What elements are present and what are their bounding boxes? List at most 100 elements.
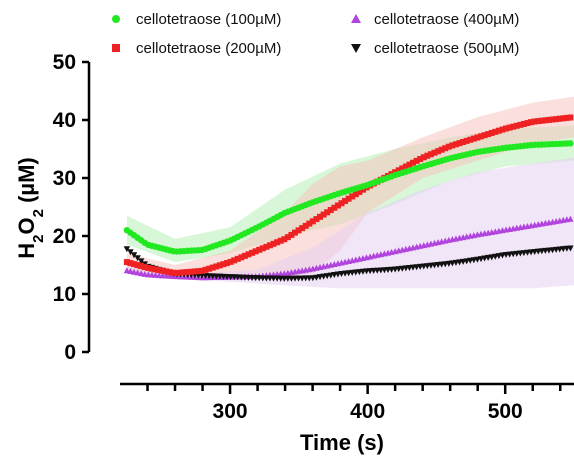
data-point [184,269,191,276]
data-point [234,255,241,262]
data-point [345,195,352,202]
data-point [417,156,424,163]
y-tick-label: 40 [53,109,76,132]
data-point [173,269,180,276]
data-point [542,117,549,124]
data-point [452,141,459,148]
data-point [195,268,202,275]
data-point [134,262,141,269]
y-tick-label: 30 [53,167,76,190]
data-point [531,118,538,125]
data-point [359,186,366,193]
data-point [288,231,295,238]
data-point [159,267,166,274]
data-point [331,204,338,211]
data-point [148,265,155,272]
data-point [309,218,316,225]
data-point [545,116,552,123]
legend: cellotetraose (100µM) cellotetraose (200… [112,11,519,57]
data-point [241,252,248,259]
data-point [198,267,205,274]
data-point [535,118,542,125]
data-point [342,197,349,204]
data-point [553,116,560,123]
data-point [524,120,531,127]
data-point [131,261,138,268]
data-point [349,193,356,200]
data-point [245,251,252,258]
data-point [474,134,481,141]
data-point [284,234,291,241]
data-point [291,229,298,236]
data-point [399,165,406,172]
data-point [306,220,313,227]
data-point [313,216,320,223]
data-point [506,124,513,131]
data-point [163,268,170,275]
legend-label-400: cellotetraose (400µM) [374,11,519,28]
data-point [560,115,567,122]
data-point [467,136,474,143]
data-point [567,140,574,147]
data-point [220,261,227,268]
data-point [513,122,520,129]
data-point [302,222,309,229]
data-point [137,258,145,265]
data-point [170,269,177,276]
data-point [456,140,463,147]
data-point [249,249,256,256]
data-point [252,248,259,255]
data-point [549,116,556,123]
data-point [449,142,456,149]
data-point [277,237,284,244]
data-point [138,263,145,270]
data-point [127,249,134,256]
data-point [338,200,345,207]
data-point [481,132,488,139]
data-point [563,114,570,121]
data-point [420,154,427,161]
x-axis: 300 400 500 [120,382,574,423]
data-point [463,137,470,144]
x-axis-title: Time (s) [300,430,384,455]
data-point [567,245,574,252]
legend-item-100: cellotetraose (100µM) [112,11,281,28]
data-point [406,161,413,168]
data-point [281,236,288,243]
data-point [202,266,209,273]
data-point [538,117,545,124]
data-point [238,254,245,261]
data-point [499,126,506,133]
data-point [470,135,477,142]
legend-label-100: cellotetraose (100µM) [136,11,281,28]
x-tick-label: 300 [213,400,248,423]
legend-marker-400 [351,14,361,23]
data-point [166,269,173,276]
data-point [395,167,402,174]
legend-label-200: cellotetraose (200µM) [136,40,281,57]
legend-item-400: cellotetraose (400µM) [351,11,519,28]
data-point [410,159,417,166]
data-point [274,239,281,246]
legend-item-200: cellotetraose (200µM) [112,40,281,57]
data-point [156,267,163,274]
data-point [492,128,499,135]
data-point [270,240,277,247]
data-point [130,252,138,259]
confidence-band-2 [126,157,574,289]
data-point [445,143,452,150]
data-point [227,258,234,265]
data-point [134,255,141,262]
data-point [424,152,431,159]
data-point [295,227,302,234]
data-point [206,265,213,272]
data-point [567,215,574,222]
data-point [520,120,527,127]
data-point [152,266,159,273]
data-point [488,129,495,136]
legend-label-500: cellotetraose (500µM) [374,40,519,57]
data-point [517,121,524,128]
data-point [188,268,195,275]
data-point [477,133,484,140]
